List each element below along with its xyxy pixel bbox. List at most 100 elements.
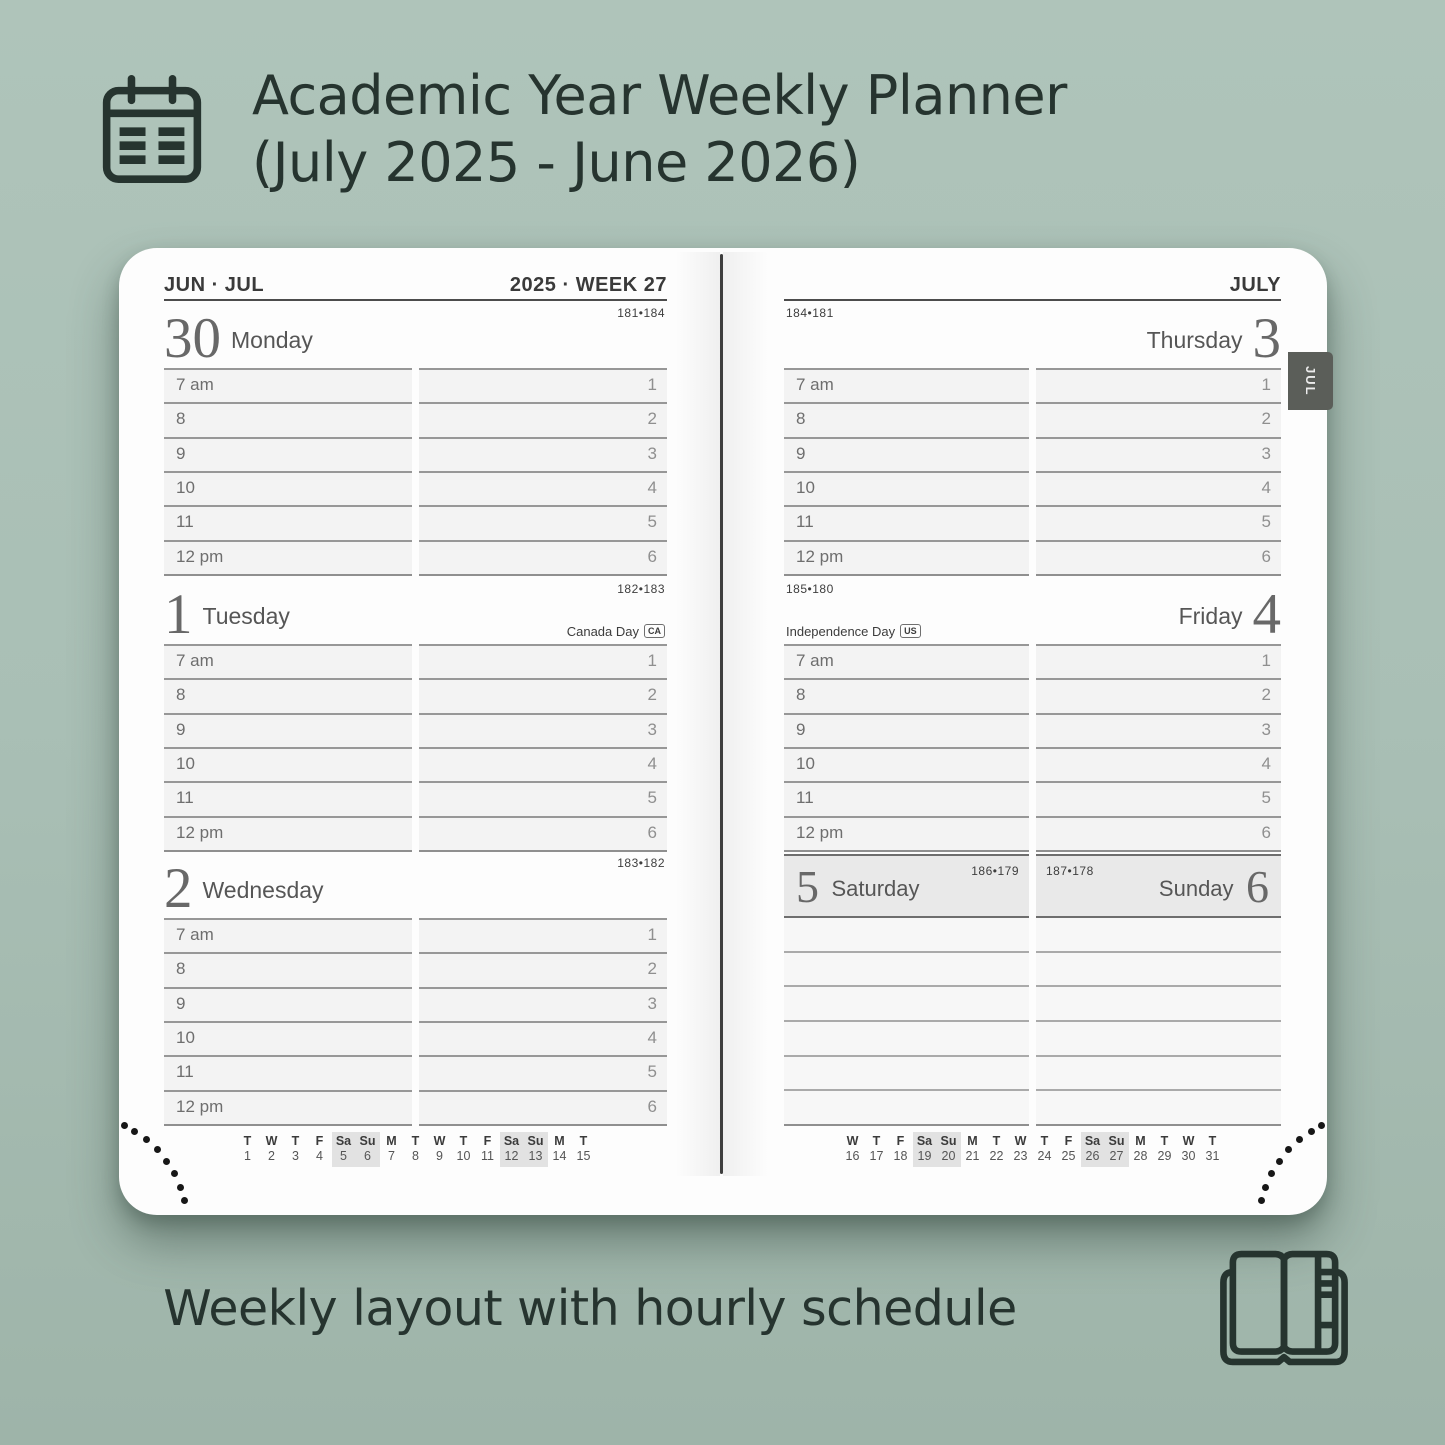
mini-calendar-date: 22 — [989, 1149, 1004, 1163]
hour-row: 11 — [784, 781, 1029, 816]
slot-row: 1 — [1036, 644, 1281, 679]
mini-calendar-day-letter: F — [483, 1134, 492, 1148]
weekend-row — [1036, 918, 1281, 951]
day-header: 2 Wednesday — [164, 860, 667, 917]
mini-calendar-date: 19 — [917, 1149, 932, 1163]
mini-calendar-date: 24 — [1037, 1149, 1052, 1163]
weekend-row — [784, 918, 1029, 951]
month-label: JULY — [1229, 274, 1281, 296]
slot-row: 3 — [1036, 712, 1281, 747]
mini-calendar-day-letter: Su — [940, 1134, 957, 1148]
weekend-row — [784, 985, 1029, 1021]
mini-calendar-cell: T 24 — [1033, 1132, 1057, 1167]
hourly-grid: 7 am 8 9 10 11 12 pm 1 2 3 4 5 6 — [164, 918, 667, 1126]
week-label: 2025 · WEEK 27 — [509, 274, 667, 296]
hour-row: 10 — [164, 746, 412, 782]
day-date: 2 — [164, 857, 193, 920]
hour-column: 7 am 8 9 10 11 12 pm — [164, 918, 412, 1126]
page-title-line2: (July 2025 - June 2026) — [252, 131, 861, 194]
slot-row: 6 — [1036, 815, 1281, 850]
weekend-row — [1036, 950, 1281, 986]
mini-calendar-date: 20 — [941, 1149, 956, 1163]
hour-row: 9 — [164, 712, 412, 747]
day-name: Thursday — [1146, 327, 1243, 353]
hour-column: 7 am 8 9 10 11 12 pm — [784, 644, 1029, 852]
mini-calendar-day-letter: T — [872, 1134, 881, 1148]
mini-calendar-day-letter: W — [1182, 1134, 1195, 1148]
mini-calendar-date: 17 — [869, 1149, 884, 1163]
slot-row: 4 — [419, 1020, 667, 1056]
mini-calendar-day-letter: M — [554, 1134, 565, 1148]
hour-row: 7 am — [164, 918, 412, 953]
mini-calendar-cell: Su 27 — [1104, 1132, 1129, 1167]
mini-calendar-date: 4 — [316, 1149, 323, 1163]
slot-row: 5 — [1036, 505, 1281, 540]
slot-row: 5 — [419, 505, 667, 540]
slot-row: 2 — [419, 952, 667, 987]
hour-row: 11 — [784, 505, 1029, 540]
mini-calendar-date: 10 — [456, 1149, 471, 1163]
hour-row: 7 am — [784, 368, 1029, 403]
hour-row: 8 — [164, 678, 412, 713]
hour-column: 7 am 8 9 10 11 12 pm — [164, 368, 412, 576]
slot-row: 4 — [1036, 746, 1281, 782]
mini-calendar-cell: F 25 — [1057, 1132, 1081, 1167]
weekend-ruled-rows — [784, 918, 1281, 1126]
slot-row: 4 — [1036, 470, 1281, 506]
mini-calendar-cell: T 31 — [1201, 1132, 1225, 1167]
day-date: 3 — [1252, 307, 1282, 370]
hourly-grid: 7 am 8 9 10 11 12 pm 1 2 3 4 5 6 — [164, 644, 667, 852]
hour-row: 9 — [784, 436, 1029, 471]
mini-calendar-cell: Sa 26 — [1080, 1132, 1105, 1167]
mini-calendar-cell: Sa 19 — [912, 1132, 937, 1167]
day-header: Thursday 3 — [784, 310, 1281, 367]
day-name: Tuesday — [202, 603, 290, 629]
hour-row: 10 — [784, 746, 1029, 782]
hour-row: 7 am — [784, 644, 1029, 679]
slot-row: 3 — [419, 712, 667, 747]
mini-calendar-day-letter: T — [291, 1134, 300, 1148]
mini-calendar-day-letter: W — [265, 1134, 278, 1148]
hour-row: 12 pm — [164, 539, 412, 574]
page-numbers: 185•180 — [786, 582, 834, 596]
mini-calendar-cell: T 10 — [452, 1132, 476, 1167]
mini-calendar-day-letter: W — [846, 1134, 859, 1148]
mini-calendar-day-letter: Su — [1108, 1134, 1125, 1148]
slot-row: 6 — [419, 815, 667, 850]
mini-calendar-date: 15 — [576, 1149, 591, 1163]
mini-calendar-date: 11 — [481, 1149, 494, 1163]
weekend-notes-column — [1036, 918, 1281, 1126]
slot-row: 2 — [419, 678, 667, 713]
hour-row: 10 — [164, 470, 412, 506]
slot-row: 2 — [419, 402, 667, 437]
slot-row: 6 — [419, 539, 667, 574]
mini-calendar-date: 8 — [412, 1149, 419, 1163]
mini-calendar-day-letter: Sa — [335, 1134, 352, 1148]
weekend-row — [1036, 1089, 1281, 1125]
mini-calendar-cell: Sa 12 — [499, 1132, 524, 1167]
hour-row: 9 — [164, 436, 412, 471]
page-numbers: 182•183 — [617, 582, 665, 596]
day-name: Friday — [1178, 603, 1243, 629]
mini-calendar-date: 26 — [1085, 1149, 1100, 1163]
slot-row: 4 — [419, 470, 667, 506]
mini-calendar-cell: Su 20 — [936, 1132, 961, 1167]
slot-row: 5 — [1036, 781, 1281, 816]
mini-calendar-cell: Su 6 — [355, 1132, 380, 1167]
slot-row: 3 — [419, 436, 667, 471]
holiday-country-badge: US — [900, 624, 921, 638]
slot-row: 1 — [419, 368, 667, 403]
hour-row: 12 pm — [784, 539, 1029, 574]
calendar-icon — [98, 72, 206, 192]
hour-row: 7 am — [164, 368, 412, 403]
mini-calendar-date: 21 — [965, 1149, 980, 1163]
page-numbers: 187•178 — [1046, 864, 1094, 878]
mini-calendar-date: 12 — [504, 1149, 519, 1163]
mini-calendar-day-letter: W — [433, 1134, 446, 1148]
mini-calendar-day-letter: M — [1135, 1134, 1146, 1148]
mini-calendar-date: 1 — [244, 1149, 251, 1163]
